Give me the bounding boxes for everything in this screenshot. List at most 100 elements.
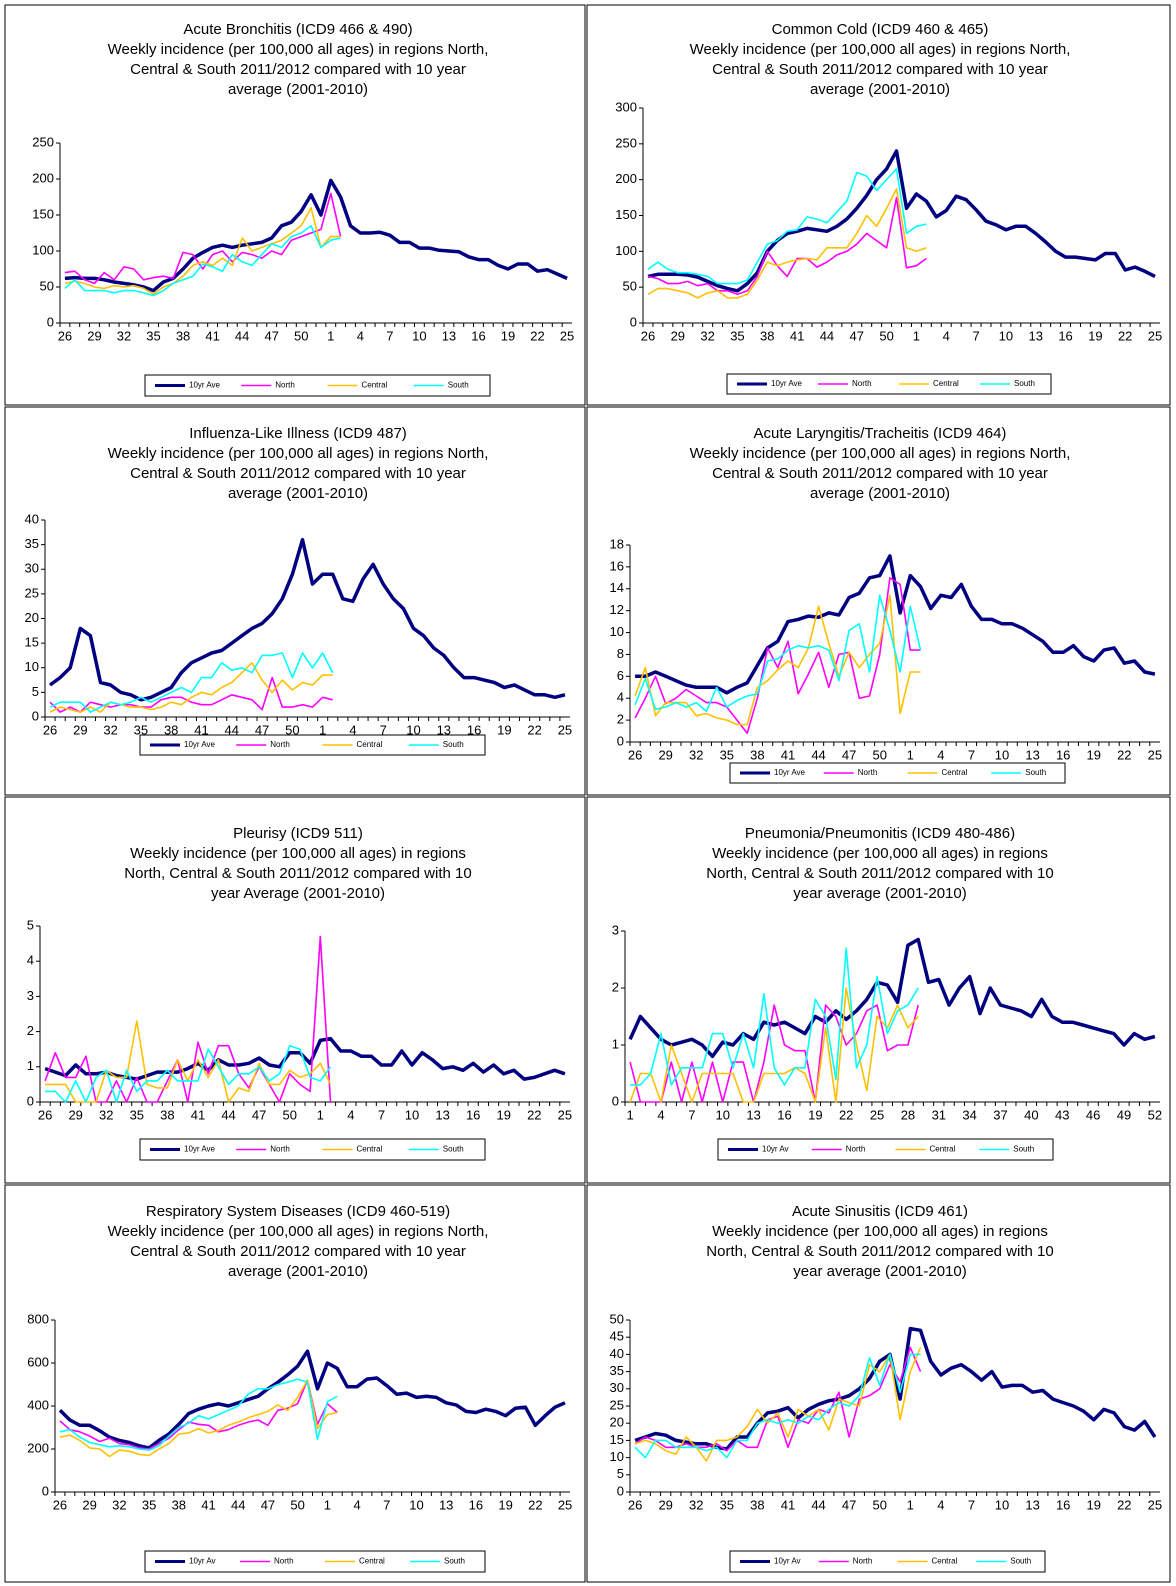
y-tick-label: 5 bbox=[32, 684, 39, 699]
x-tick-label: 1 bbox=[907, 1497, 914, 1512]
x-tick-label: 26 bbox=[628, 1497, 642, 1512]
x-tick-label: 22 bbox=[1117, 747, 1131, 762]
panel-border bbox=[586, 4, 1171, 406]
y-tick-label: 0 bbox=[617, 1483, 624, 1498]
x-tick-label: 26 bbox=[628, 747, 642, 762]
y-tick-label: 0 bbox=[42, 1483, 49, 1498]
chart-title: Acute Laryngitis/Tracheitis (ICD9 464) bbox=[754, 425, 1007, 442]
panel-border bbox=[4, 796, 586, 1184]
x-tick-label: 26 bbox=[641, 328, 655, 343]
legend-label: Central bbox=[932, 1557, 958, 1566]
y-tick-label: 50 bbox=[610, 1311, 624, 1326]
panel-border bbox=[586, 796, 1171, 1184]
chart-subtitle: average (2001-2010) bbox=[810, 81, 950, 98]
chart-subtitle: Weekly incidence (per 100,000 all ages) … bbox=[690, 445, 1071, 462]
x-tick-label: 38 bbox=[176, 328, 190, 343]
panel-border bbox=[586, 1184, 1171, 1583]
series-line bbox=[64, 178, 568, 293]
legend-label: South bbox=[444, 1557, 465, 1566]
x-tick-label: 26 bbox=[38, 1107, 52, 1122]
legend-label: North bbox=[846, 1145, 866, 1154]
x-tick-label: 28 bbox=[901, 1107, 915, 1122]
x-tick-label: 13 bbox=[1028, 328, 1042, 343]
x-tick-label: 16 bbox=[1056, 1497, 1070, 1512]
legend-label: South bbox=[1014, 379, 1035, 388]
x-tick-label: 41 bbox=[194, 722, 208, 737]
legend-label: Central bbox=[362, 381, 388, 390]
x-tick-label: 32 bbox=[700, 328, 714, 343]
series-line bbox=[630, 947, 919, 1086]
x-tick-label: 44 bbox=[811, 747, 825, 762]
series-line bbox=[44, 1036, 566, 1081]
series-line bbox=[634, 1353, 921, 1459]
x-tick-label: 29 bbox=[73, 722, 87, 737]
x-tick-label: 4 bbox=[357, 328, 364, 343]
chart-subtitle: North, Central & South 2011/2012 compare… bbox=[124, 865, 471, 882]
legend-label: North bbox=[270, 740, 290, 749]
chart-subtitle: Weekly incidence (per 100,000 all ages) … bbox=[712, 1223, 1048, 1240]
legend-label: South bbox=[1010, 1557, 1031, 1566]
x-tick-label: 13 bbox=[746, 1107, 760, 1122]
y-tick-label: 10 bbox=[25, 659, 39, 674]
y-tick-label: 0 bbox=[47, 314, 54, 329]
y-tick-label: 4 bbox=[617, 690, 624, 705]
y-tick-label: 8 bbox=[617, 646, 624, 661]
y-tick-label: 1 bbox=[612, 1036, 619, 1051]
x-tick-label: 25 bbox=[1148, 328, 1162, 343]
x-tick-label: 19 bbox=[1088, 328, 1102, 343]
legend-label: South bbox=[448, 381, 469, 390]
series-line bbox=[44, 935, 332, 1103]
y-tick-label: 6 bbox=[617, 668, 624, 683]
y-tick-label: 12 bbox=[610, 602, 624, 617]
x-tick-label: 40 bbox=[1024, 1107, 1038, 1122]
chart-subtitle: Weekly incidence (per 100,000 all ages) … bbox=[130, 845, 466, 862]
x-tick-label: 16 bbox=[469, 1497, 483, 1512]
x-tick-label: 1 bbox=[317, 1107, 324, 1122]
y-tick-label: 0 bbox=[27, 1093, 34, 1108]
y-tick-label: 18 bbox=[610, 536, 624, 551]
x-tick-label: 1 bbox=[324, 1497, 331, 1512]
y-tick-label: 50 bbox=[40, 278, 54, 293]
x-tick-label: 35 bbox=[130, 1107, 144, 1122]
x-tick-label: 47 bbox=[264, 328, 278, 343]
y-tick-label: 5 bbox=[27, 917, 34, 932]
series-line bbox=[629, 1004, 919, 1103]
x-tick-label: 19 bbox=[501, 328, 515, 343]
y-tick-label: 100 bbox=[615, 243, 637, 258]
legend-label: North bbox=[853, 1557, 873, 1566]
x-tick-label: 13 bbox=[442, 328, 456, 343]
x-tick-label: 47 bbox=[252, 1107, 266, 1122]
y-tick-label: 400 bbox=[27, 1397, 49, 1412]
x-tick-label: 41 bbox=[191, 1107, 205, 1122]
chart-subtitle: average (2001-2010) bbox=[810, 485, 950, 502]
series-line bbox=[49, 662, 333, 713]
legend-label: South bbox=[443, 740, 464, 749]
legend-box bbox=[726, 373, 1052, 395]
chart-subtitle: year Average (2001-2010) bbox=[211, 885, 385, 902]
series-line bbox=[634, 1346, 922, 1452]
x-tick-label: 41 bbox=[205, 328, 219, 343]
y-tick-label: 15 bbox=[25, 635, 39, 650]
x-tick-label: 32 bbox=[112, 1497, 126, 1512]
series-line bbox=[647, 168, 927, 285]
x-tick-label: 50 bbox=[872, 747, 886, 762]
panel-border bbox=[4, 4, 586, 406]
y-tick-label: 35 bbox=[25, 536, 39, 551]
x-tick-label: 22 bbox=[530, 328, 544, 343]
x-tick-label: 32 bbox=[117, 328, 131, 343]
x-tick-label: 44 bbox=[225, 722, 239, 737]
y-tick-label: 25 bbox=[25, 585, 39, 600]
x-tick-label: 4 bbox=[347, 1107, 354, 1122]
x-tick-label: 47 bbox=[261, 1497, 275, 1512]
y-tick-label: 100 bbox=[32, 242, 54, 257]
x-tick-label: 26 bbox=[43, 722, 57, 737]
y-tick-label: 2 bbox=[617, 712, 624, 727]
x-tick-label: 16 bbox=[467, 722, 481, 737]
series-line bbox=[59, 1379, 338, 1458]
x-tick-label: 13 bbox=[435, 1107, 449, 1122]
chart-subtitle: average (2001-2010) bbox=[228, 81, 368, 98]
x-tick-label: 22 bbox=[527, 1107, 541, 1122]
x-tick-label: 43 bbox=[1055, 1107, 1069, 1122]
x-tick-label: 7 bbox=[972, 328, 979, 343]
